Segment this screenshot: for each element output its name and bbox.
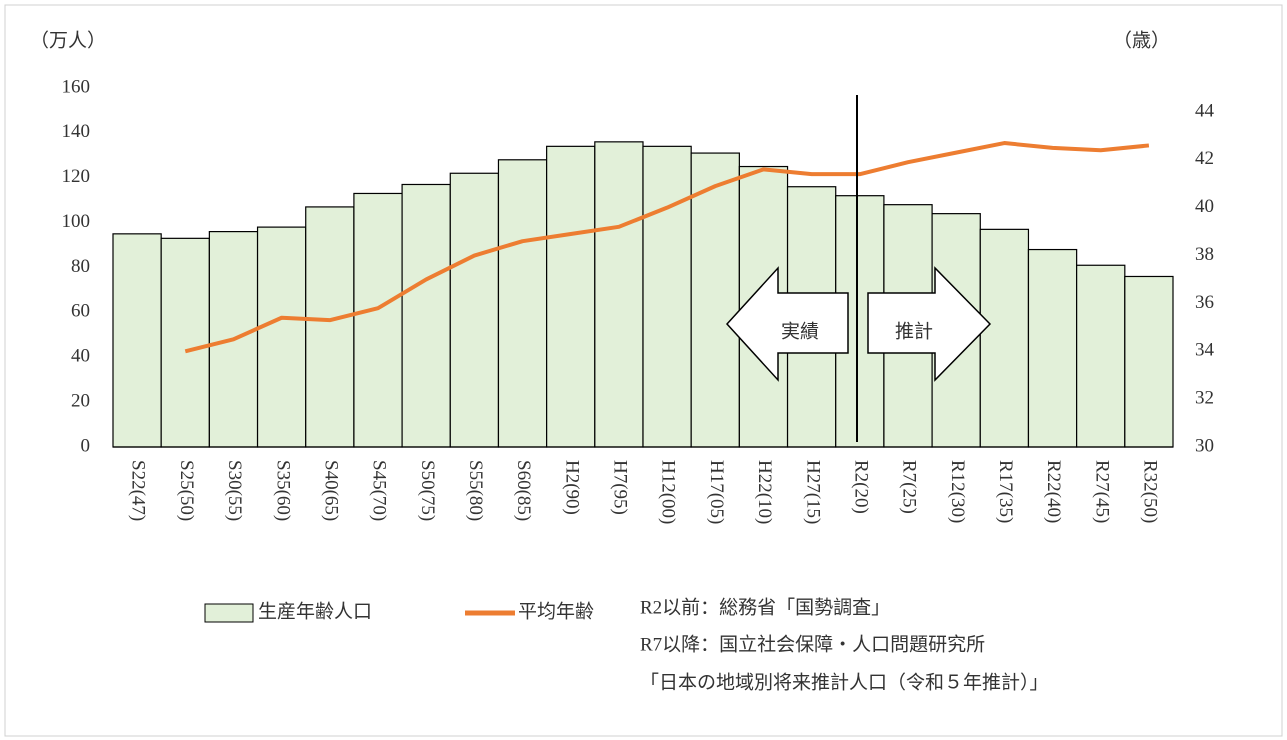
bar bbox=[305, 206, 355, 448]
bar bbox=[449, 172, 500, 448]
x-tick-label: R27(45) bbox=[1091, 460, 1112, 523]
bar bbox=[497, 159, 548, 448]
x-tick-label: S50(75) bbox=[417, 460, 438, 521]
y2-tick-label: 30 bbox=[1195, 435, 1214, 456]
source-note: 「日本の地域別将来推計人口（令和５年推計）」 bbox=[640, 671, 1049, 693]
x-tick-label: H2(90) bbox=[561, 460, 582, 515]
source-note: R7以降：国立社会保障・人口問題研究所 bbox=[640, 633, 985, 655]
right-axis-label: （歳） bbox=[1113, 29, 1170, 51]
y-tick-label: 160 bbox=[62, 76, 91, 97]
annotation: 実績 bbox=[781, 320, 819, 342]
x-tick-label: S40(65) bbox=[320, 460, 341, 521]
bar bbox=[642, 145, 692, 448]
x-tick-label: H12(00) bbox=[658, 460, 679, 524]
x-tick-label: R7(25) bbox=[899, 460, 920, 514]
bar bbox=[594, 141, 644, 448]
y-tick-label: 0 bbox=[81, 435, 91, 456]
y2-tick-label: 36 bbox=[1195, 292, 1214, 313]
x-tick-label: H17(05) bbox=[706, 460, 727, 524]
x-tick-label: H22(10) bbox=[754, 460, 775, 524]
bar bbox=[353, 192, 403, 448]
x-tick-label: S45(70) bbox=[369, 460, 390, 521]
bar bbox=[1076, 264, 1126, 448]
x-tick-label: H27(15) bbox=[802, 460, 823, 524]
arrow-right bbox=[867, 266, 992, 382]
x-tick-label: S60(85) bbox=[513, 460, 534, 521]
bar bbox=[546, 145, 596, 448]
y-tick-label: 100 bbox=[62, 211, 91, 232]
annotation: 推計 bbox=[895, 320, 933, 342]
y-tick-label: 20 bbox=[71, 390, 90, 411]
y-tick-label: 80 bbox=[71, 256, 90, 277]
legend-label: 平均年齢 bbox=[518, 600, 594, 622]
x-tick-label: S25(50) bbox=[176, 460, 197, 521]
x-tick-label: H7(95) bbox=[610, 460, 631, 515]
y-tick-label: 120 bbox=[62, 166, 91, 187]
y2-tick-label: 32 bbox=[1195, 387, 1214, 408]
bar bbox=[979, 228, 1030, 448]
x-tick-label: R2(20) bbox=[850, 460, 871, 514]
source-note: R2以前：総務省「国勢調査」 bbox=[640, 596, 890, 618]
y2-tick-label: 42 bbox=[1195, 148, 1214, 169]
left-axis-label: （万人） bbox=[30, 29, 106, 51]
y2-tick-label: 44 bbox=[1195, 100, 1215, 121]
bar bbox=[690, 152, 740, 448]
arrow-left bbox=[725, 266, 849, 382]
x-tick-label: R32(50) bbox=[1140, 460, 1161, 523]
x-tick-label: S22(47) bbox=[128, 460, 149, 521]
x-tick-label: R17(35) bbox=[995, 460, 1016, 523]
x-tick-label: S35(60) bbox=[272, 460, 293, 521]
x-tick-label: R22(40) bbox=[1043, 460, 1064, 523]
bar bbox=[1124, 275, 1174, 448]
y2-tick-label: 38 bbox=[1195, 244, 1214, 265]
x-tick-label: S30(55) bbox=[224, 460, 245, 521]
x-tick-label: S55(80) bbox=[465, 460, 486, 521]
y-tick-label: 140 bbox=[62, 121, 91, 142]
y-tick-label: 40 bbox=[71, 346, 90, 367]
y-tick-label: 60 bbox=[71, 301, 90, 322]
bar bbox=[160, 237, 210, 448]
y2-tick-label: 34 bbox=[1195, 340, 1215, 361]
x-tick-label: R12(30) bbox=[947, 460, 968, 523]
bar bbox=[401, 183, 451, 448]
line bbox=[184, 141, 1150, 354]
bar bbox=[256, 226, 307, 448]
bar bbox=[1027, 248, 1078, 448]
legend-swatch bbox=[204, 603, 254, 623]
y2-tick-label: 40 bbox=[1195, 196, 1214, 217]
bar bbox=[112, 233, 162, 448]
legend-label: 生産年齢人口 bbox=[258, 600, 372, 622]
